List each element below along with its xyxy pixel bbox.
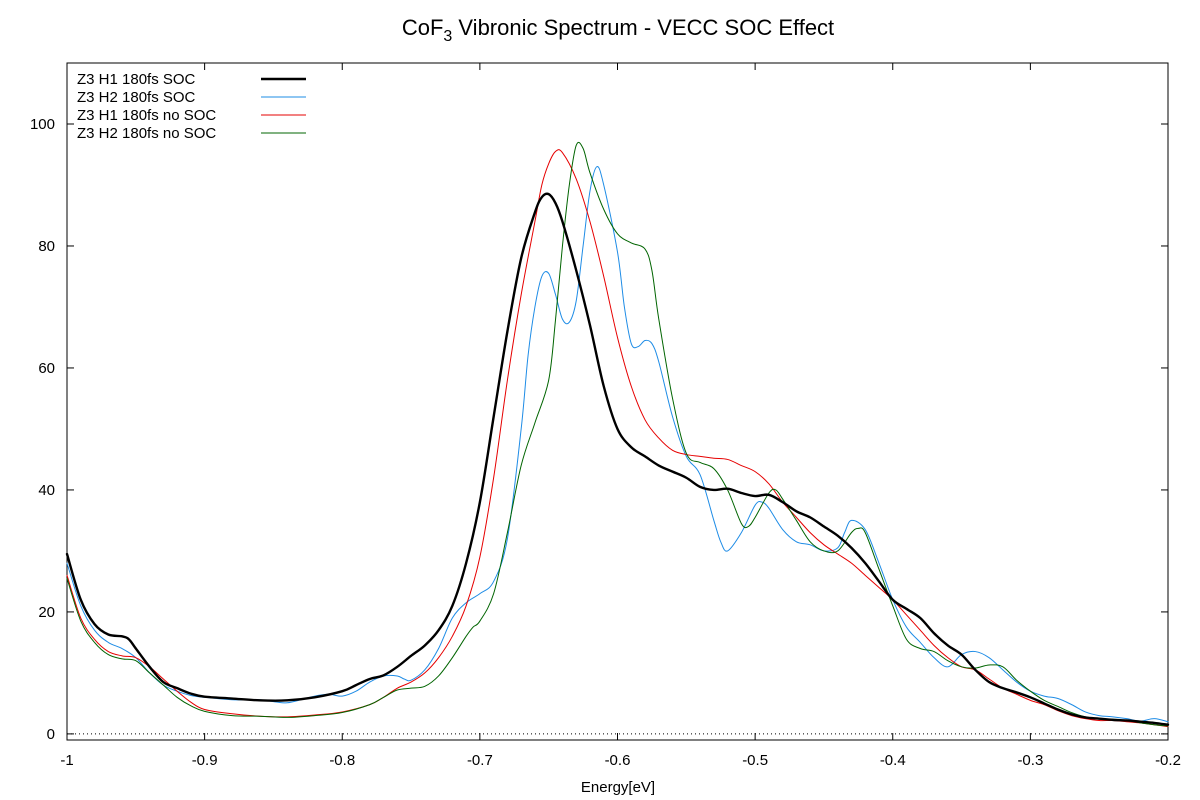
y-tick-label: 60 <box>38 360 55 377</box>
y-tick-label: 40 <box>38 482 55 499</box>
chart-title: CoF3 Vibronic Spectrum - VECC SOC Effect <box>402 15 834 45</box>
y-tick-label: 80 <box>38 238 55 255</box>
y-axis-tick-labels: 0 20 40 60 80 100 <box>30 116 55 743</box>
legend-label-z3-h1-180fs-soc: Z3 H1 180fs SOC <box>77 71 196 88</box>
x-tick-label: -0.5 <box>742 752 768 769</box>
x-tick-label: -0.2 <box>1155 752 1181 769</box>
y-tick-label: 0 <box>47 726 55 743</box>
chart-title-prefix: CoF <box>402 15 444 40</box>
x-axis-tick-labels: -1 -0.9 -0.8 -0.7 -0.6 -0.5 -0.4 -0.3 -0.2 <box>60 752 1181 769</box>
series-lines <box>65 141 1170 728</box>
plot-area-frame <box>66 62 1169 741</box>
y-tick-label: 100 <box>30 116 55 133</box>
x-tick-label: -0.3 <box>1017 752 1043 769</box>
legend-label-z3-h1-180fs-no-soc: Z3 H1 180fs no SOC <box>77 107 216 124</box>
series-line-z3-h1-180fs-no-soc <box>66 149 1169 728</box>
x-tick-label: -0.6 <box>605 752 631 769</box>
x-tick-label: -0.9 <box>192 752 218 769</box>
series-line-z3-h2-180fs-no-soc <box>66 141 1169 727</box>
legend-label-z3-h2-180fs-no-soc: Z3 H2 180fs no SOC <box>77 125 216 142</box>
legend-label-z3-h2-180fs-soc: Z3 H2 180fs SOC <box>77 89 196 106</box>
x-axis-title: Energy[eV] <box>581 779 655 796</box>
axis-ticks <box>66 63 1169 740</box>
x-tick-label: -0.4 <box>880 752 906 769</box>
x-tick-label: -0.7 <box>467 752 493 769</box>
series-line-z3-h1-180fs-soc <box>65 192 1170 726</box>
chart-title-suffix: Vibronic Spectrum - VECC SOC Effect <box>452 15 834 40</box>
chart-title-subscript: 3 <box>443 28 452 45</box>
series-line-z3-h2-180fs-soc <box>66 166 1169 723</box>
x-tick-label: -1 <box>60 752 73 769</box>
y-tick-label: 20 <box>38 604 55 621</box>
x-tick-label: -0.8 <box>329 752 355 769</box>
